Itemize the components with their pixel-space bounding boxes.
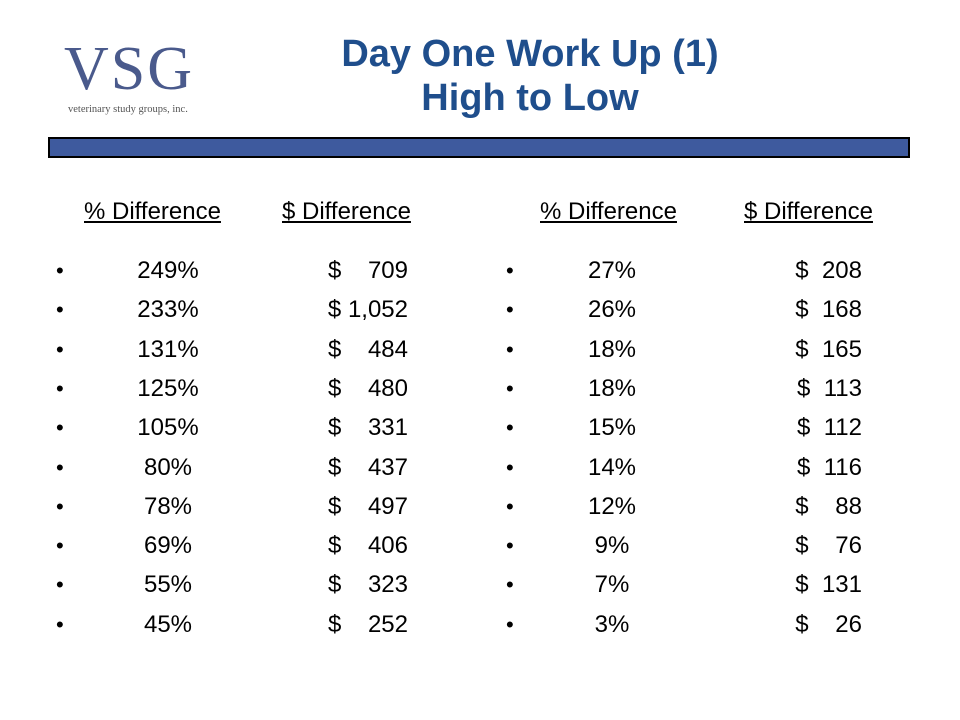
- right-bullet: •: [506, 336, 514, 362]
- right-pct-value: 14%: [587, 453, 637, 481]
- left-bullet: •: [56, 415, 64, 441]
- left-pct-value: 45%: [143, 610, 193, 638]
- left-amt-value: $ 497: [327, 492, 408, 520]
- left-pct-value: 105%: [137, 414, 199, 442]
- right-bullet: •: [506, 297, 514, 323]
- left-pct-value: 233%: [137, 296, 199, 324]
- left-bullet: •: [56, 611, 64, 637]
- right-pct-header: % Difference: [540, 198, 677, 225]
- left-amt-value: $ 1,052: [327, 296, 408, 324]
- right-pct-value: 27%: [587, 257, 637, 284]
- right-amt-value: $ 116: [797, 453, 862, 481]
- vsg-logo: VSG veterinary study groups, inc.: [60, 32, 232, 124]
- right-amt-value: $ 76: [795, 532, 862, 560]
- left-bullet: •: [56, 533, 64, 559]
- left-amt-value: $ 437: [327, 453, 408, 481]
- right-amt-value: $ 165: [795, 335, 862, 363]
- left-bullet: •: [56, 493, 64, 519]
- left-bullet: •: [56, 375, 64, 401]
- right-pct-value: 3%: [594, 610, 630, 638]
- title-line-1: Day One Work Up (1): [341, 33, 719, 75]
- left-bullet: •: [56, 336, 64, 362]
- logo-mark: VSG: [64, 35, 195, 103]
- left-pct-value: 80%: [143, 453, 193, 481]
- left-amt-value: $ 480: [327, 374, 408, 402]
- right-amt-value: $ 208: [795, 257, 862, 284]
- right-amt-value: $ 168: [795, 296, 862, 324]
- left-amt-value: $ 709: [327, 257, 408, 284]
- left-pct-value: 78%: [143, 492, 193, 520]
- left-bullet: •: [56, 454, 64, 480]
- right-bullet: •: [506, 572, 514, 598]
- title-divider-bar: [48, 137, 910, 158]
- right-pct-value: 15%: [587, 414, 637, 442]
- right-bullet: •: [506, 533, 514, 559]
- left-bullet: •: [56, 297, 64, 323]
- right-pct-value: 18%: [587, 374, 637, 402]
- left-amt-value: $ 252: [327, 610, 408, 638]
- right-pct-value: 12%: [587, 492, 637, 520]
- right-bullet: •: [506, 493, 514, 519]
- right-pct-value: 7%: [594, 571, 630, 599]
- left-bullet: •: [56, 258, 64, 283]
- left-amt-value: $ 323: [327, 571, 408, 599]
- right-bullet: •: [506, 415, 514, 441]
- right-amt-value: $ 88: [795, 492, 862, 520]
- right-amt-value: $ 26: [795, 610, 862, 638]
- left-amt-value: $ 484: [327, 335, 408, 363]
- left-pct-value: 69%: [143, 532, 193, 560]
- right-amt-header: $ Difference: [744, 198, 873, 225]
- slide-title: Day One Work Up (1) High to Low: [250, 32, 810, 120]
- left-pct-value: 125%: [137, 374, 199, 402]
- right-amt-value: $ 131: [795, 571, 862, 599]
- left-amt-header: $ Difference: [282, 198, 411, 225]
- left-pct-header: % Difference: [84, 198, 221, 225]
- right-amt-value: $ 113: [797, 374, 862, 402]
- title-line-2: High to Low: [421, 77, 639, 119]
- left-amt-value: $ 406: [327, 532, 408, 560]
- right-pct-value: 9%: [594, 532, 630, 560]
- logo-tagline: veterinary study groups, inc.: [68, 104, 188, 115]
- left-pct-value: 55%: [143, 571, 193, 599]
- left-bullet: •: [56, 572, 64, 598]
- right-pct-value: 18%: [587, 335, 637, 363]
- left-amt-value: $ 331: [327, 414, 408, 442]
- right-bullet: •: [506, 454, 514, 480]
- right-bullet: •: [506, 375, 514, 401]
- left-pct-value: 131%: [137, 335, 199, 363]
- right-bullet: •: [506, 258, 514, 283]
- right-bullet: •: [506, 611, 514, 637]
- right-pct-value: 26%: [587, 296, 637, 324]
- left-pct-value: 249%: [137, 257, 199, 284]
- right-amt-value: $ 112: [797, 414, 862, 442]
